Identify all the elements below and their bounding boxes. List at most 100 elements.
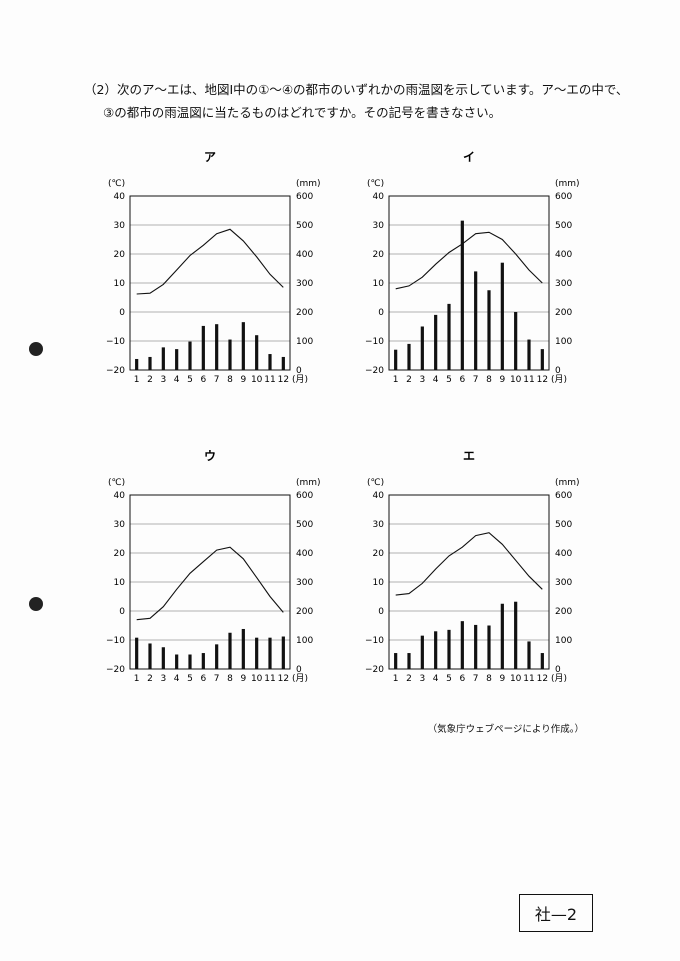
- precip-tick-label: 300: [555, 578, 572, 588]
- month-label: 1: [134, 375, 140, 385]
- month-label: 5: [446, 375, 452, 385]
- precip-bar: [434, 631, 438, 669]
- month-label: 4: [174, 674, 180, 684]
- precip-bar: [281, 636, 285, 669]
- month-label: 11: [264, 674, 275, 684]
- precip-bar: [148, 643, 152, 669]
- month-label: 7: [473, 674, 479, 684]
- month-label: 2: [147, 375, 153, 385]
- question-line-2: ③の都市の雨温図に当たるものはどれですか。その記号を書きなさい。: [103, 105, 502, 120]
- temp-tick-label: 40: [114, 192, 126, 202]
- temp-tick-label: −20: [106, 665, 125, 675]
- precip-bar: [514, 601, 518, 669]
- precip-bar: [514, 312, 518, 370]
- binder-hole-bottom: [29, 597, 43, 611]
- month-label: 1: [134, 674, 140, 684]
- precip-tick-label: 500: [555, 221, 572, 231]
- month-label: 10: [251, 674, 263, 684]
- precip-tick-label: 200: [296, 607, 313, 617]
- precip-bar: [474, 624, 478, 669]
- page-label-text: 社—2: [534, 905, 578, 924]
- month-label: 5: [446, 674, 452, 684]
- month-label: 10: [510, 674, 522, 684]
- chart-title: ウ: [204, 449, 216, 463]
- precip-bar: [228, 632, 232, 669]
- month-label: 6: [200, 674, 206, 684]
- precip-tick-label: 300: [296, 578, 313, 588]
- left-unit-label: (℃): [367, 179, 384, 189]
- binder-hole-top: [29, 342, 43, 356]
- precip-tick-label: 200: [296, 308, 313, 318]
- climate-chart-i: イ (℃) (mm) 40 600 30 500 20 400 10 300 0 200 −10 100 −2…: [359, 150, 580, 385]
- month-label: 1: [393, 674, 399, 684]
- month-label: 3: [419, 674, 425, 684]
- plot-frame: [129, 494, 291, 670]
- temp-tick-label: −10: [106, 337, 125, 347]
- precip-tick-label: 100: [296, 636, 313, 646]
- precip-bar: [241, 322, 245, 370]
- precip-tick-label: 400: [555, 549, 572, 559]
- month-label: 1: [393, 375, 399, 385]
- precip-tick-label: 300: [296, 279, 313, 289]
- precip-bar: [420, 326, 424, 370]
- precip-tick-label: 0: [296, 366, 302, 376]
- temp-tick-label: 0: [119, 308, 125, 318]
- month-label: 8: [486, 375, 492, 385]
- precip-bar: [215, 644, 219, 669]
- month-label: 4: [433, 375, 439, 385]
- precip-tick-label: 600: [555, 491, 572, 501]
- chart-title: ア: [204, 150, 216, 164]
- precip-bar: [188, 341, 192, 370]
- precip-tick-label: 600: [296, 192, 313, 202]
- precip-bar: [460, 220, 464, 370]
- temp-tick-label: 20: [373, 250, 385, 260]
- precip-bar: [161, 647, 165, 669]
- precip-bar: [447, 303, 451, 370]
- temperature-line: [395, 231, 543, 290]
- month-label: 10: [510, 375, 522, 385]
- temp-tick-label: 20: [114, 549, 126, 559]
- temp-tick-label: 0: [119, 607, 125, 617]
- precip-tick-label: 0: [296, 665, 302, 675]
- right-unit-label: (mm): [296, 179, 321, 189]
- left-unit-label: (℃): [108, 179, 125, 189]
- month-label: 5: [187, 674, 193, 684]
- precip-bar: [188, 654, 192, 669]
- temp-tick-label: 0: [378, 607, 384, 617]
- precip-tick-label: 100: [296, 337, 313, 347]
- temperature-line: [136, 228, 284, 295]
- precip-bar: [394, 653, 398, 669]
- precip-bar: [407, 343, 411, 370]
- month-label: 3: [160, 375, 166, 385]
- month-label: 4: [433, 674, 439, 684]
- precip-bar: [447, 629, 451, 669]
- climate-chart-u: ウ (℃) (mm) 40 600 30 500 20 400 10 300 0 200 −10 100 −2…: [100, 449, 321, 684]
- month-label: 6: [200, 375, 206, 385]
- temperature-line: [136, 546, 284, 621]
- chart-title: エ: [463, 449, 475, 463]
- right-unit-label: (mm): [555, 478, 580, 488]
- temperature-line: [395, 532, 543, 596]
- temp-tick-label: 20: [373, 549, 385, 559]
- month-label: 9: [240, 375, 246, 385]
- precip-bar: [161, 347, 165, 370]
- precip-tick-label: 400: [296, 549, 313, 559]
- temp-tick-label: −10: [106, 636, 125, 646]
- question-line-1: （2）次のア～エは、地図Ⅰ中の①～④の都市のいずれかの雨温図を示しています。ア～…: [84, 82, 629, 97]
- month-label: 8: [227, 674, 233, 684]
- month-label: 4: [174, 375, 180, 385]
- plot-frame: [388, 494, 550, 670]
- month-label: 12: [537, 674, 548, 684]
- right-unit-label: (mm): [296, 478, 321, 488]
- precip-bar: [487, 290, 491, 370]
- precip-bar: [268, 637, 272, 669]
- precip-tick-label: 500: [296, 221, 313, 231]
- page-label: 社—2: [519, 894, 593, 932]
- temp-tick-label: 30: [114, 221, 126, 231]
- month-label: 8: [227, 375, 233, 385]
- precip-tick-label: 500: [555, 520, 572, 530]
- month-label: 7: [214, 674, 220, 684]
- month-label: 5: [187, 375, 193, 385]
- temp-tick-label: 30: [114, 520, 126, 530]
